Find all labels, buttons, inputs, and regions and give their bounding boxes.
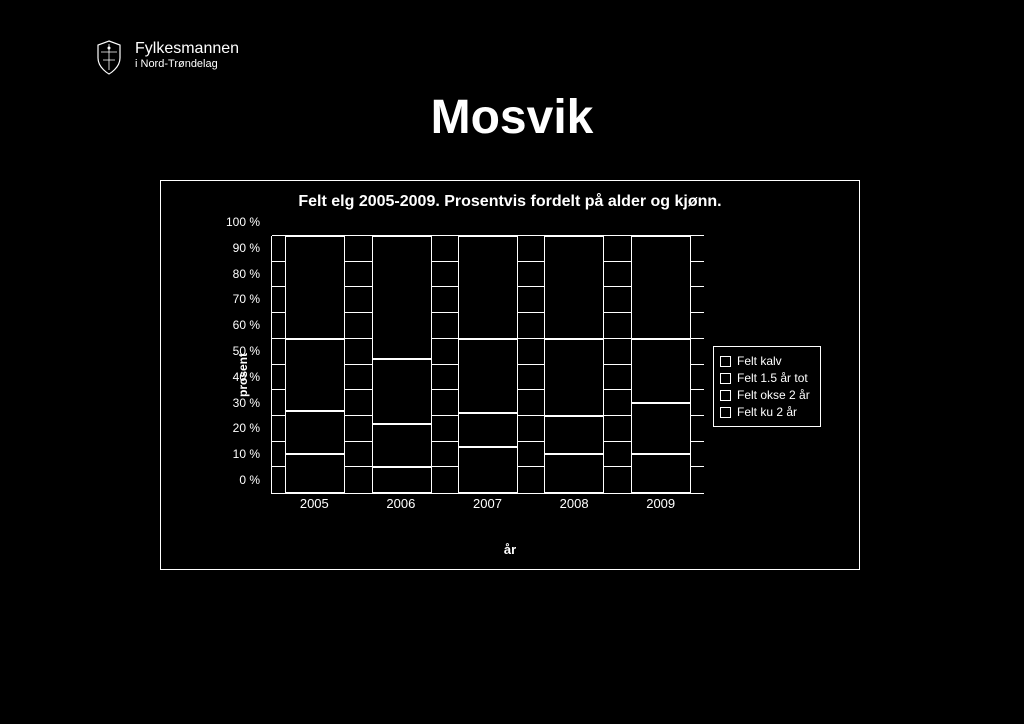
- bar-segment: [631, 339, 691, 403]
- y-tick-label: 50 %: [233, 344, 260, 358]
- bar-segment: [285, 454, 345, 493]
- legend-label: Felt ku 2 år: [737, 405, 797, 419]
- y-tick-label: 80 %: [233, 267, 260, 281]
- legend-label: Felt 1.5 år tot: [737, 371, 808, 385]
- legend-item: Felt kalv: [720, 354, 814, 368]
- x-tick-label: 2009: [646, 496, 675, 511]
- bar-segment: [458, 447, 518, 493]
- page: Fylkesmannen i Nord-Trøndelag Mosvik Fel…: [0, 0, 1024, 724]
- bar-segment: [631, 403, 691, 454]
- bar-segment: [631, 236, 691, 339]
- legend-swatch: [720, 373, 731, 384]
- x-tick-label: 2005: [300, 496, 329, 511]
- bar-column: [544, 236, 604, 493]
- legend-swatch: [720, 407, 731, 418]
- bar-column: [372, 236, 432, 493]
- bar-segment: [631, 454, 691, 493]
- org-sub: i Nord-Trøndelag: [135, 58, 239, 71]
- legend-label: Felt kalv: [737, 354, 782, 368]
- y-tick-label: 20 %: [233, 421, 260, 435]
- org-name: Fylkesmannen: [135, 40, 239, 58]
- bar-segment: [458, 339, 518, 414]
- x-tick-label: 2007: [473, 496, 502, 511]
- legend-swatch: [720, 356, 731, 367]
- bar-segment: [285, 411, 345, 455]
- bar-segment: [458, 236, 518, 339]
- chart-frame: Felt elg 2005-2009. Prosentvis fordelt p…: [160, 180, 860, 570]
- y-tick-label: 10 %: [233, 447, 260, 461]
- chart-title: Felt elg 2005-2009. Prosentvis fordelt p…: [161, 193, 859, 211]
- y-tick-label: 40 %: [233, 370, 260, 384]
- plot-wrap: prosent 0 %10 %20 %30 %40 %50 %60 %70 %8…: [211, 236, 839, 514]
- bar-segment: [285, 339, 345, 411]
- x-tick-label: 2008: [560, 496, 589, 511]
- y-tick-label: 70 %: [233, 292, 260, 306]
- page-title: Mosvik: [0, 90, 1024, 145]
- bar-segment: [372, 236, 432, 359]
- bar-column: [458, 236, 518, 493]
- bar-segment: [544, 236, 604, 339]
- crest-icon: [95, 40, 123, 76]
- y-tick-label: 30 %: [233, 396, 260, 410]
- header-text: Fylkesmannen i Nord-Trøndelag: [135, 40, 239, 71]
- x-axis-label: år: [161, 542, 859, 557]
- bar-segment: [544, 339, 604, 416]
- legend-item: Felt 1.5 år tot: [720, 371, 814, 385]
- bar-segment: [544, 454, 604, 493]
- bar-column: [631, 236, 691, 493]
- y-tick-label: 100 %: [226, 215, 260, 229]
- bar-segment: [285, 236, 345, 339]
- bar-segment: [458, 413, 518, 446]
- y-tick-label: 60 %: [233, 318, 260, 332]
- x-labels: 2005 2006 2007 2008 2009: [271, 496, 704, 514]
- header: Fylkesmannen i Nord-Trøndelag: [95, 40, 239, 76]
- legend-item: Felt okse 2 år: [720, 388, 814, 402]
- bar-segment: [544, 416, 604, 455]
- plot-area: [271, 236, 704, 494]
- x-tick-label: 2006: [386, 496, 415, 511]
- bar-segment: [372, 467, 432, 493]
- bar-column: [285, 236, 345, 493]
- y-ticks: 0 %10 %20 %30 %40 %50 %60 %70 %80 %90 %1…: [211, 236, 266, 494]
- legend-item: Felt ku 2 år: [720, 405, 814, 419]
- legend-label: Felt okse 2 år: [737, 388, 810, 402]
- legend-swatch: [720, 390, 731, 401]
- legend: Felt kalv Felt 1.5 år tot Felt okse 2 år Fe…: [713, 346, 821, 427]
- y-tick-label: 0 %: [239, 473, 260, 487]
- y-tick-label: 90 %: [233, 241, 260, 255]
- bar-segment: [372, 424, 432, 468]
- bar-segment: [372, 359, 432, 423]
